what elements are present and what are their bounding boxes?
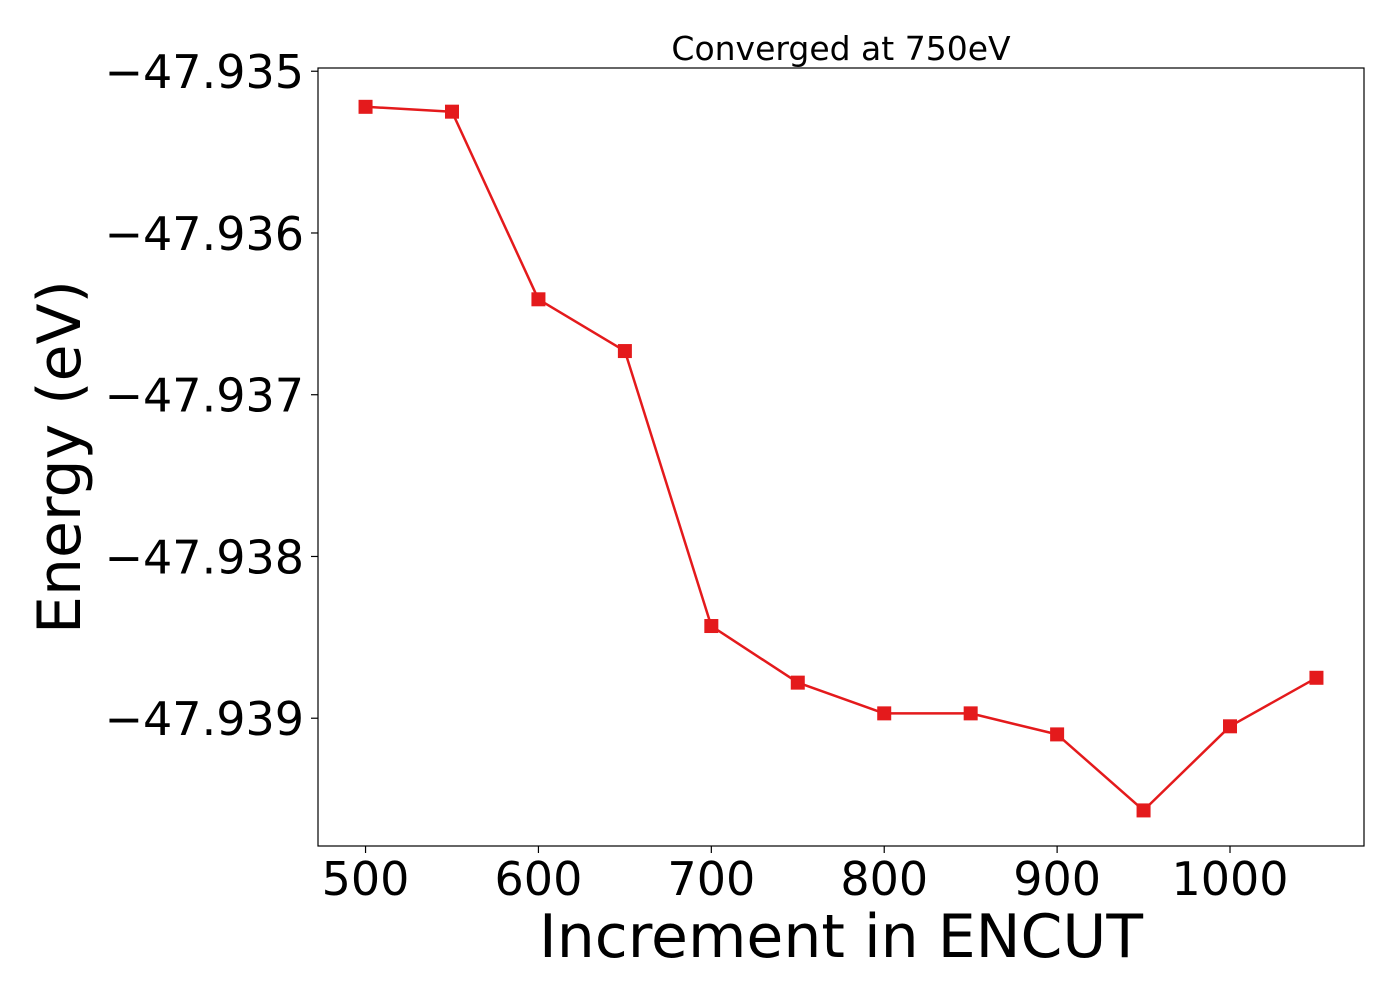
- x-tick-label: 800: [840, 852, 928, 906]
- y-tick-label: −47.937: [105, 369, 305, 423]
- plot-layer: [358, 99, 1324, 818]
- chart-title: Converged at 750eV: [671, 29, 1011, 68]
- data-point: [1050, 727, 1065, 742]
- x-tick-label: 900: [1013, 852, 1101, 906]
- y-axis: −47.935 −47.936 −47.937 −47.938 −47.939: [105, 45, 318, 746]
- data-point: [963, 706, 978, 721]
- x-axis-title: Increment in ENCUT: [539, 902, 1143, 972]
- data-point: [1223, 719, 1238, 734]
- y-axis-title: Energy (eV): [25, 280, 95, 634]
- y-tick-label: −47.935: [105, 45, 305, 99]
- y-tick-label: −47.938: [105, 530, 305, 584]
- data-point: [877, 706, 892, 721]
- x-tick-label: 700: [667, 852, 755, 906]
- data-point: [704, 619, 719, 634]
- series-line: [365, 105, 1318, 812]
- x-tick-label: 500: [322, 852, 410, 906]
- data-point: [444, 104, 459, 119]
- data-point: [358, 99, 373, 114]
- plot-frame: [317, 67, 1365, 847]
- data-point: [617, 344, 632, 359]
- data-point: [531, 292, 546, 307]
- data-point: [1309, 670, 1324, 685]
- data-point: [790, 675, 805, 690]
- y-tick-label: −47.936: [105, 207, 305, 261]
- data-point: [1136, 803, 1151, 818]
- y-tick-label: −47.939: [105, 692, 305, 746]
- x-tick-label: 600: [495, 852, 583, 906]
- x-tick-label: 1000: [1171, 852, 1288, 906]
- x-axis: 500 600 700 800 900 1000: [322, 846, 1289, 906]
